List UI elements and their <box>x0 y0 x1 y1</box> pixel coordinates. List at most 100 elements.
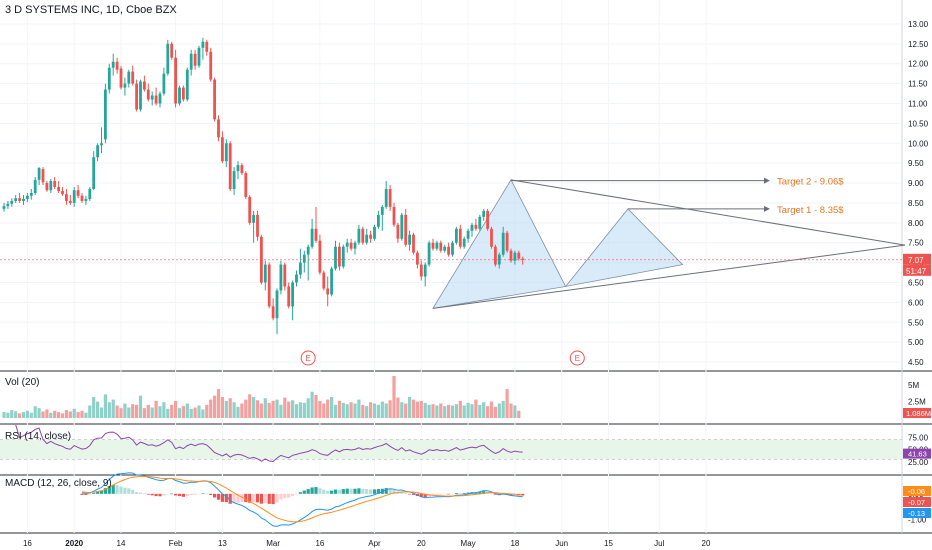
price-tick-label: 5.00 <box>908 338 924 347</box>
macd-histogram-bar <box>482 491 486 494</box>
candle-body <box>443 246 447 251</box>
volume-bar <box>177 408 182 418</box>
volume-bar <box>509 403 513 418</box>
candle-body <box>170 43 174 58</box>
volume-bar <box>185 403 189 418</box>
volume-bar <box>213 395 217 418</box>
price-tick-label: 9.00 <box>908 179 924 188</box>
macd-histogram-bar <box>240 493 244 503</box>
time-tick-label: 20 <box>417 539 426 548</box>
candle-body <box>326 288 330 295</box>
volume-bar <box>181 406 185 418</box>
volume-bar <box>72 408 76 418</box>
time-tick-label: 14 <box>117 539 126 548</box>
candle-body <box>322 272 326 289</box>
candle-body <box>458 228 462 247</box>
macd-histogram-bar <box>166 493 170 495</box>
volume-bar <box>127 407 131 418</box>
volume-bar <box>482 402 486 418</box>
candle-body <box>65 194 68 201</box>
candle-body <box>127 71 131 84</box>
volume-bar <box>41 411 45 418</box>
macd-histogram-bar <box>330 490 334 494</box>
candle-body <box>240 165 244 174</box>
macd-histogram-bar <box>185 493 189 497</box>
volume-bar <box>267 402 271 418</box>
macd-histogram-bar <box>388 488 392 494</box>
volume-bar <box>462 405 466 418</box>
time-tick-label: May <box>461 539 476 548</box>
macd-histogram-bar <box>361 488 365 494</box>
volume-bar <box>419 400 423 418</box>
price-tick-label: 13.00 <box>908 20 929 29</box>
macd-histogram-bar <box>103 488 107 494</box>
candle-body <box>84 198 88 201</box>
price-tick-label: 6.50 <box>908 278 924 287</box>
volume-bar <box>92 396 96 418</box>
candle-body <box>22 198 25 201</box>
volume-bar <box>49 412 53 418</box>
volume-bar <box>423 402 427 418</box>
rsi-tick-label: 25.00 <box>908 458 929 467</box>
time-tick-label: 20 <box>702 539 711 548</box>
candle-body <box>466 230 470 239</box>
candle-body <box>501 232 505 255</box>
volume-bar <box>228 398 232 418</box>
candle-body <box>33 179 37 193</box>
macd-histogram-bar <box>111 484 115 494</box>
volume-bar <box>142 408 146 418</box>
macd-histogram-bar <box>92 492 96 494</box>
earnings-marker-label: E <box>306 354 311 363</box>
volume-bar <box>415 401 419 418</box>
macd-histogram-bar <box>259 493 263 504</box>
macd-histogram-bar <box>357 488 361 494</box>
candle-body <box>143 81 146 90</box>
macd-histogram-bar <box>298 492 302 494</box>
candle-body <box>100 143 103 146</box>
volume-bar <box>10 410 14 418</box>
volume-bar <box>388 400 392 418</box>
last-price-badge <box>903 253 931 265</box>
volume-bar <box>33 406 37 418</box>
macd-histogram-bar <box>302 490 306 494</box>
macd-histogram-bar <box>107 485 111 494</box>
volume-bar <box>513 405 517 418</box>
price-tick-label: 10.00 <box>908 139 929 148</box>
volume-bar <box>236 406 240 418</box>
candle-body <box>158 93 162 104</box>
macd-histogram-bar <box>205 493 209 495</box>
candle-body <box>49 181 53 191</box>
candle-body <box>174 57 177 104</box>
macd-histogram-bar <box>127 488 131 494</box>
volume-bar <box>322 403 326 418</box>
candle-body <box>341 246 345 267</box>
volume-bar <box>248 394 252 418</box>
volume-bar <box>396 397 400 418</box>
candle-body <box>123 83 127 88</box>
candle-body <box>119 68 123 88</box>
rsi-last-badge <box>903 448 931 459</box>
candle-body <box>96 145 99 158</box>
volume-bar <box>287 401 291 418</box>
macd-histogram-bar <box>419 493 423 498</box>
macd-histogram-bar <box>372 489 377 494</box>
target-arrow-head <box>764 177 770 184</box>
candle-body <box>400 214 404 239</box>
macd-histogram-bar <box>150 493 154 496</box>
price-tick-label: 11.50 <box>908 80 928 89</box>
candle-body <box>18 198 21 201</box>
candle-body <box>295 274 298 283</box>
candle-body <box>521 258 525 260</box>
candle-body <box>131 71 135 84</box>
volume-bar <box>174 400 178 418</box>
macd-signal-line <box>81 475 523 523</box>
macd-histogram-bar <box>314 487 318 494</box>
candle-body <box>135 83 138 110</box>
rsi-tick-label: 75.00 <box>908 433 929 442</box>
macd-histogram-bar <box>310 487 314 494</box>
earnings-marker-label: E <box>575 354 580 363</box>
macd-histogram-bar <box>267 493 271 504</box>
macd-histogram-bar <box>146 493 150 495</box>
volume-bar <box>435 405 439 418</box>
